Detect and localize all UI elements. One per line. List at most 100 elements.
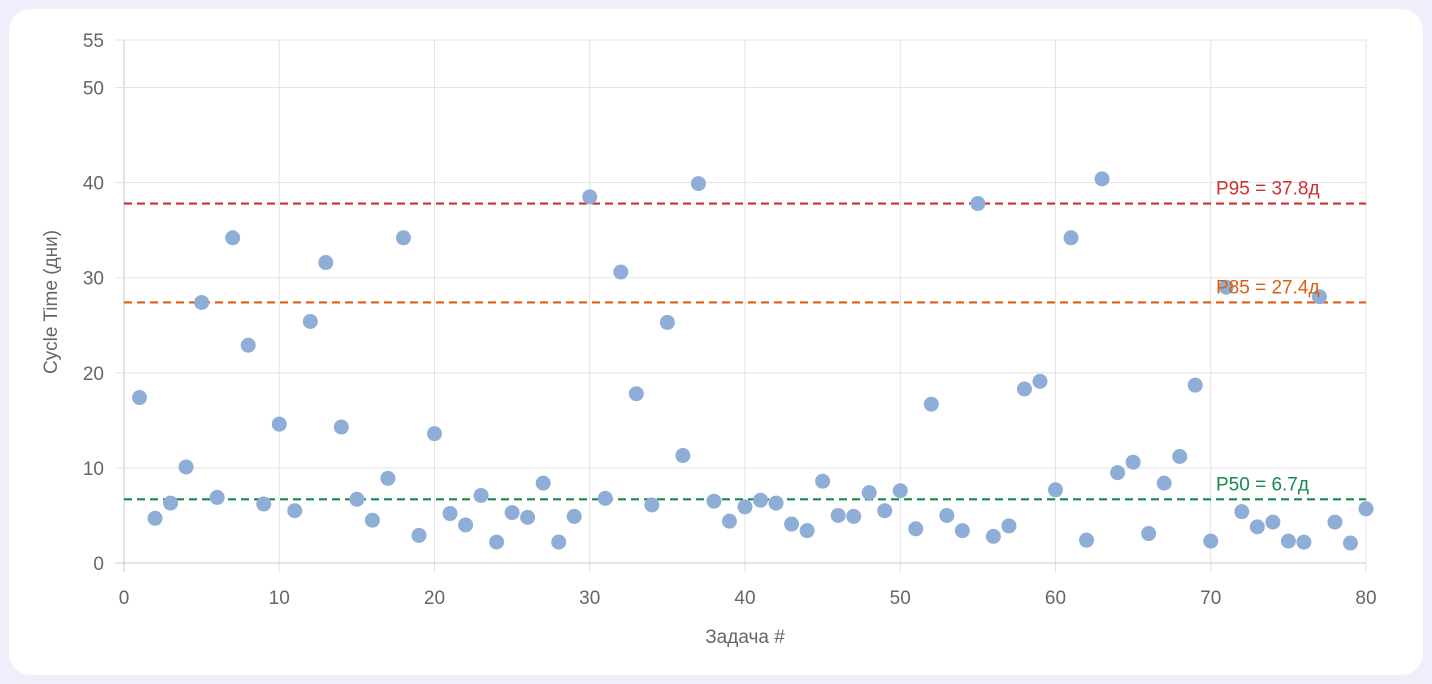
data-point (225, 230, 241, 246)
y-tick-label: 10 (83, 459, 104, 480)
data-point (442, 506, 458, 522)
data-point (349, 491, 365, 507)
data-point (1296, 534, 1312, 550)
data-point (132, 390, 148, 406)
data-point (1079, 532, 1095, 548)
data-point (1032, 373, 1048, 389)
y-tick-label: 50 (83, 79, 104, 100)
x-tick-label: 0 (119, 588, 130, 609)
data-point (861, 485, 877, 501)
data-point (753, 492, 769, 508)
data-point (1094, 171, 1110, 187)
data-point (706, 493, 722, 509)
data-point (287, 503, 303, 519)
data-point (1001, 518, 1017, 534)
data-point (690, 176, 706, 192)
reference-labels: P95 = 37.8д P85 = 27.4д P50 = 6.7д (1216, 179, 1320, 496)
data-point (815, 473, 831, 489)
data-point (1048, 482, 1063, 498)
reference-lines (124, 202, 1366, 501)
data-point (675, 448, 691, 464)
data-point (504, 505, 520, 521)
data-point (473, 487, 489, 503)
x-tick-label: 40 (734, 588, 755, 609)
x-tick-label: 60 (1045, 588, 1066, 609)
data-points (132, 171, 1374, 551)
grid (115, 39, 1367, 572)
data-point (1016, 381, 1032, 397)
data-point (318, 255, 334, 271)
data-point (520, 509, 536, 525)
data-point (489, 534, 505, 550)
data-point (954, 523, 970, 539)
data-point (566, 508, 582, 524)
data-point (1172, 448, 1188, 464)
data-point (1187, 377, 1203, 393)
data-point (1125, 454, 1141, 470)
data-point (768, 495, 784, 511)
data-point (427, 426, 442, 442)
data-point (1342, 535, 1358, 551)
y-axis-ticks: 0 10 20 30 40 50 55 (83, 31, 104, 575)
data-point (908, 521, 924, 537)
data-point (1110, 465, 1126, 481)
data-point (380, 470, 396, 486)
y-tick-label: 30 (83, 269, 104, 290)
data-point (240, 337, 256, 353)
data-point (395, 230, 411, 246)
data-point (411, 527, 427, 543)
x-tick-label: 10 (269, 588, 290, 609)
x-tick-label: 70 (1200, 588, 1221, 609)
data-point (644, 497, 660, 513)
data-point (597, 490, 613, 506)
x-axis-ticks: 0 10 20 30 40 50 60 70 80 (119, 588, 1377, 609)
data-point (659, 314, 675, 330)
data-point (1156, 475, 1172, 491)
data-point (256, 496, 272, 512)
data-point (582, 189, 598, 205)
data-point (535, 475, 551, 491)
y-tick-label: 0 (93, 554, 104, 575)
data-point (1280, 533, 1296, 549)
reference-label: P95 = 37.8д (1216, 179, 1320, 200)
data-point (923, 396, 939, 412)
data-point (628, 386, 644, 402)
data-point (877, 503, 893, 519)
data-point (458, 517, 474, 533)
data-point (551, 534, 567, 550)
x-tick-label: 20 (424, 588, 445, 609)
y-tick-label: 20 (83, 364, 104, 385)
data-point (1218, 279, 1234, 295)
data-point (846, 508, 862, 524)
data-point (302, 313, 318, 329)
data-point (271, 416, 287, 432)
data-point (1265, 514, 1281, 530)
data-point (163, 495, 179, 511)
data-point (1141, 526, 1157, 542)
y-tick-label: 40 (83, 174, 104, 195)
reference-label: P50 = 6.7д (1216, 474, 1309, 495)
y-tick-label: 55 (83, 31, 104, 52)
data-point (364, 512, 380, 528)
data-point (737, 499, 753, 515)
data-point (1063, 230, 1079, 246)
data-point (892, 483, 908, 499)
data-point (1203, 533, 1219, 549)
data-point (1249, 519, 1265, 535)
data-point (830, 507, 846, 523)
data-point (970, 196, 986, 212)
y-axis-title: Cycle Time (дни) (41, 230, 62, 374)
data-point (1327, 514, 1343, 530)
data-point (194, 294, 210, 310)
data-point (1234, 504, 1250, 520)
data-point (333, 419, 349, 435)
data-point (799, 523, 815, 539)
data-point (147, 510, 163, 526)
x-tick-label: 80 (1355, 588, 1376, 609)
data-point (985, 528, 1001, 544)
data-point (178, 459, 194, 475)
x-tick-label: 30 (579, 588, 600, 609)
data-point (939, 507, 955, 523)
reference-label: P85 = 27.4д (1216, 277, 1320, 298)
